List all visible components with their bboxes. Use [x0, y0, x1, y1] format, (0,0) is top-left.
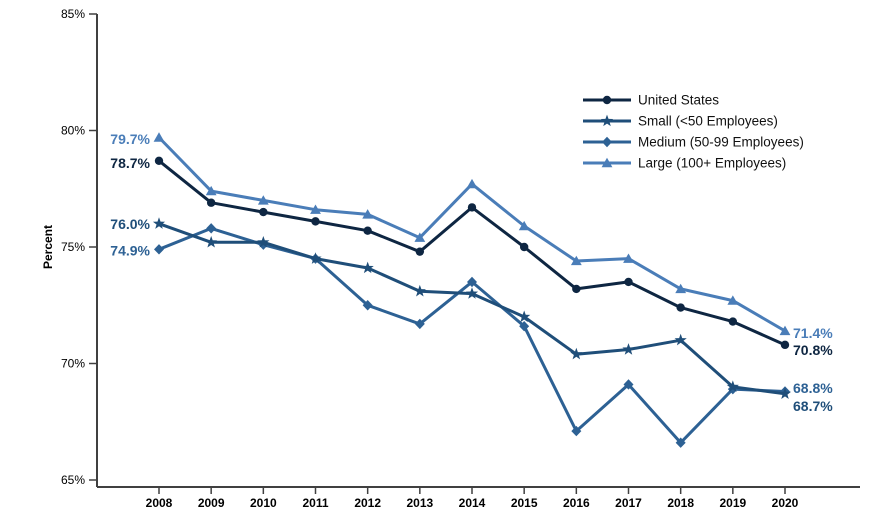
- data-point-united-states: [259, 207, 268, 217]
- start-value-label-united-states: 78.7%: [110, 155, 150, 171]
- legend-label-medium-50-99-employees: Medium (50-99 Employees): [638, 135, 804, 150]
- data-point-medium-50-99-employees: [675, 437, 686, 448]
- data-point-large-100-employees: [310, 204, 321, 214]
- x-tick-label: 2012: [354, 496, 381, 510]
- data-point-united-states: [572, 284, 581, 294]
- data-point-small-50-employees: [726, 380, 739, 392]
- data-point-large-100-employees: [362, 209, 374, 219]
- x-tick-label: 2016: [563, 496, 590, 510]
- end-value-label-united-states: 70.8%: [793, 342, 833, 358]
- data-point-small-50-employees: [152, 217, 166, 229]
- legend-label-small-50-employees: Small (<50 Employees): [638, 114, 778, 129]
- x-tick-label: 2008: [146, 496, 173, 510]
- end-value-label-large-100-employees: 71.4%: [793, 325, 833, 341]
- data-point-united-states: [780, 340, 790, 350]
- data-point-united-states: [467, 203, 477, 212]
- data-point-small-50-employees: [622, 343, 635, 355]
- x-tick-label: 2013: [406, 496, 433, 510]
- end-value-label-small-50-employees: 68.7%: [793, 398, 833, 414]
- series-line-medium-50-99-employees: [157, 226, 787, 445]
- start-value-label-large-100-employees: 79.7%: [110, 131, 150, 147]
- start-value-label-small-50-employees: 76.0%: [110, 216, 150, 232]
- data-point-united-states: [728, 317, 738, 326]
- data-point-large-100-employees: [570, 255, 582, 266]
- data-point-large-100-employees: [414, 232, 426, 242]
- data-point-medium-50-99-employees: [206, 223, 217, 234]
- data-point-small-50-employees: [205, 235, 218, 248]
- x-tick-label: 2020: [772, 496, 799, 510]
- data-point-small-50-employees: [518, 310, 531, 323]
- data-point-united-states: [624, 277, 633, 287]
- data-point-small-50-employees: [674, 333, 687, 346]
- data-point-small-50-employees: [413, 284, 426, 297]
- data-point-united-states: [363, 226, 372, 235]
- x-tick-label: 2011: [302, 496, 328, 510]
- data-point-small-50-employees: [778, 387, 792, 399]
- y-tick-label: 65%: [61, 473, 85, 487]
- x-tick-label: 2009: [198, 496, 225, 510]
- data-point-medium-50-99-employees: [571, 425, 582, 437]
- data-point-large-100-employees: [257, 195, 269, 205]
- legend-marker-small-50-employees: [600, 114, 614, 127]
- end-value-label-medium-50-99-employees: 68.8%: [793, 380, 833, 396]
- data-point-medium-50-99-employees: [467, 276, 478, 288]
- y-axis-title: Percent: [41, 225, 55, 269]
- y-tick-label: 80%: [61, 124, 85, 138]
- legend-label-large-100-employees: Large (100+ Employees): [638, 156, 786, 171]
- x-tick-label: 2010: [250, 496, 277, 510]
- data-point-medium-50-99-employees: [519, 321, 530, 332]
- data-point-small-50-employees: [570, 347, 583, 360]
- data-point-medium-50-99-employees: [623, 379, 634, 390]
- data-point-large-100-employees: [779, 325, 791, 336]
- x-tick-label: 2015: [511, 496, 538, 510]
- data-point-united-states: [415, 247, 425, 256]
- data-point-large-100-employees: [675, 283, 687, 294]
- data-point-small-50-employees: [257, 235, 270, 248]
- data-point-medium-50-99-employees: [414, 318, 425, 330]
- series-line-united-states: [157, 159, 787, 347]
- data-point-large-100-employees: [727, 295, 739, 305]
- data-point-united-states: [206, 198, 216, 207]
- y-tick-label: 75%: [61, 240, 85, 254]
- data-point-large-100-employees: [466, 178, 478, 189]
- legend-marker-large-100-employees: [601, 157, 613, 168]
- data-point-medium-50-99-employees: [154, 244, 164, 255]
- data-point-small-50-employees: [361, 261, 374, 274]
- start-value-label-medium-50-99-employees: 74.9%: [110, 242, 150, 258]
- data-point-large-100-employees: [153, 132, 165, 142]
- x-tick-label: 2014: [459, 496, 486, 510]
- data-point-large-100-employees: [623, 253, 634, 263]
- legend-marker-united-states: [602, 95, 612, 105]
- data-point-small-50-employees: [465, 287, 479, 299]
- legend-marker-medium-50-99-employees: [602, 136, 612, 148]
- y-tick-label: 70%: [61, 357, 85, 371]
- data-point-united-states: [519, 242, 529, 252]
- x-tick-label: 2019: [719, 496, 746, 510]
- data-point-small-50-employees: [309, 252, 322, 264]
- data-point-medium-50-99-employees: [362, 300, 373, 311]
- data-point-large-100-employees: [205, 185, 217, 196]
- data-point-united-states: [154, 156, 164, 165]
- x-tick-label: 2018: [667, 496, 694, 510]
- data-point-large-100-employees: [518, 220, 530, 231]
- y-tick-label: 85%: [61, 7, 85, 21]
- series-line-small-50-employees: [157, 222, 787, 396]
- legend-label-united-states: United States: [638, 93, 719, 108]
- data-point-united-states: [311, 217, 320, 226]
- data-point-united-states: [676, 303, 685, 312]
- x-tick-label: 2017: [615, 496, 642, 510]
